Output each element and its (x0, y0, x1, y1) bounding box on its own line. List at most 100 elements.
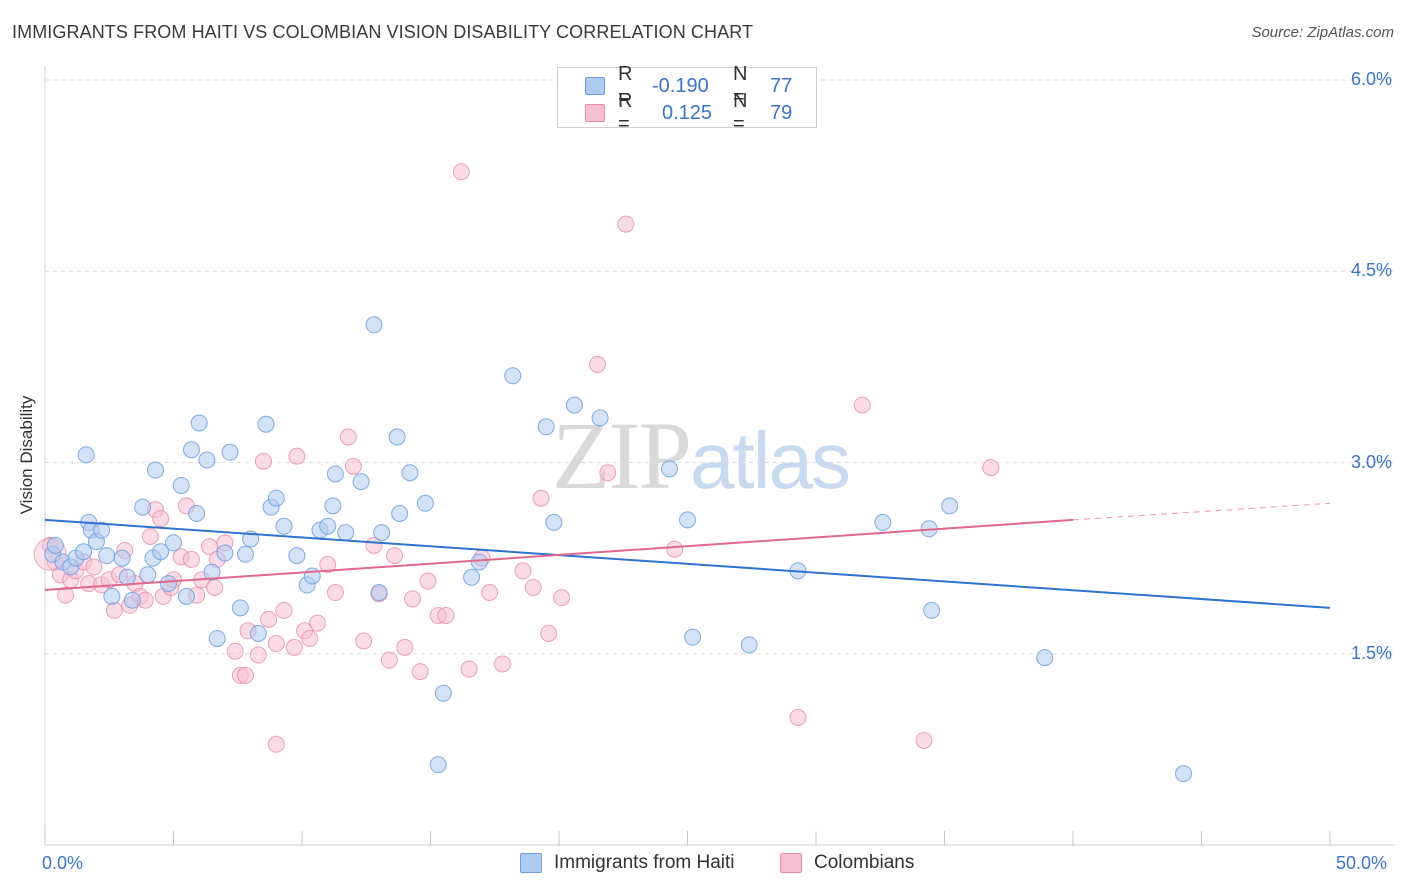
colombians-point (344, 457, 362, 475)
haiti-point (77, 446, 95, 464)
haiti-point (190, 414, 208, 432)
colombians-point (249, 646, 267, 664)
colombians-point (553, 589, 571, 607)
colombians-legend-swatch (780, 853, 802, 873)
haiti-point (941, 497, 959, 515)
axes (44, 66, 1395, 846)
haiti-point (874, 513, 892, 531)
haiti-point (159, 575, 177, 593)
haiti-legend-swatch (520, 853, 542, 873)
colombians-point (589, 355, 607, 373)
colombians-point (419, 572, 437, 590)
haiti-point (1175, 765, 1193, 783)
r-value: -0.190 (652, 74, 709, 97)
haiti-point (208, 629, 226, 647)
haiti-point (365, 316, 383, 334)
haiti-point (740, 636, 758, 654)
haiti-point (324, 497, 342, 515)
legend-item-haiti[interactable]: Immigrants from Haiti (520, 852, 735, 874)
colombians-point (105, 601, 123, 619)
haiti-point (337, 524, 355, 542)
haiti-point (103, 587, 121, 605)
n-value: 77 (770, 74, 793, 97)
haiti-point (236, 545, 254, 563)
colombians-point (915, 731, 933, 749)
n-value: 79 (770, 101, 793, 124)
haiti-point (275, 517, 293, 535)
haiti-point (75, 543, 93, 561)
stats-legend: R = -0.190 N = 77 R = 0.125 N = 79 (557, 63, 817, 135)
source-label: Source: ZipAtlas.com (1251, 24, 1394, 41)
series-legend: Immigrants from Haiti Colombians (0, 852, 1406, 876)
haiti-point (470, 553, 488, 571)
colombians-point (452, 163, 470, 181)
colombians-point (285, 638, 303, 656)
haiti-point (182, 441, 200, 459)
chart-title: IMMIGRANTS FROM HAITI VS COLOMBIAN VISIO… (12, 22, 754, 42)
r-value: 0.125 (662, 101, 713, 124)
haiti-point (565, 396, 583, 414)
colombians-point (182, 550, 200, 568)
colombians-point (853, 396, 871, 414)
haiti-point (388, 428, 406, 446)
haiti-swatch (585, 77, 605, 95)
colombians-point (380, 651, 398, 669)
haiti-point (203, 563, 221, 581)
colombians-point (396, 638, 414, 656)
haiti-point (429, 756, 447, 774)
colombians-trend-line (44, 518, 1074, 591)
y-tick-label: 6.0% (1350, 69, 1392, 89)
x-tick-label-max: 50.0% (1336, 853, 1388, 873)
haiti-point (134, 498, 152, 516)
haiti-point (231, 599, 249, 617)
haiti-point (267, 489, 285, 507)
haiti-point (923, 601, 941, 619)
colombians-point (666, 540, 684, 558)
watermark-zip: ZIP (552, 402, 692, 509)
colombians-point (411, 663, 429, 681)
colombians-point (288, 447, 306, 465)
colombians-point (308, 614, 326, 632)
y-tick-label: 1.5% (1350, 642, 1392, 663)
haiti-point (370, 584, 388, 602)
haiti-point (391, 505, 409, 522)
colombians-point (275, 601, 293, 619)
haiti-point (319, 517, 337, 535)
colombians-point (301, 629, 319, 647)
haiti-point (303, 567, 321, 585)
watermark: ZIPatlas (552, 400, 851, 511)
colombians-point (982, 459, 1000, 477)
haiti-point (545, 513, 563, 531)
haiti-point (257, 415, 275, 433)
haiti-point (221, 443, 239, 461)
haiti-point (123, 591, 141, 609)
haiti-point (591, 409, 609, 427)
y-tick-label: 4.5% (1350, 260, 1392, 281)
colombians-point (404, 590, 422, 608)
x-tick-label-min: 0.0% (42, 853, 84, 873)
haiti-point (198, 451, 216, 469)
colombians-point (355, 632, 373, 650)
legend-item-colombians[interactable]: Colombians (780, 852, 914, 874)
haiti-point (288, 547, 306, 565)
colombians-point (141, 527, 159, 545)
haiti-point (352, 473, 370, 491)
trend-lines (44, 502, 1331, 609)
legend-label: Colombians (814, 852, 915, 873)
colombians-point (437, 607, 455, 624)
n-label: N = (733, 90, 748, 135)
haiti-point (679, 511, 696, 529)
legend-label: Immigrants from Haiti (554, 852, 735, 873)
haiti-point (147, 461, 165, 479)
haiti-point (118, 568, 136, 586)
colombians-point (206, 578, 224, 596)
colombians-point (481, 584, 499, 602)
colombians-point (260, 610, 278, 628)
haiti-point (165, 534, 182, 552)
colombians-point (617, 215, 635, 233)
colombians-swatch (585, 104, 605, 122)
haiti-trend-line (44, 518, 1331, 609)
watermark-atlas: atlas (690, 416, 851, 505)
colombians-point (319, 556, 337, 573)
